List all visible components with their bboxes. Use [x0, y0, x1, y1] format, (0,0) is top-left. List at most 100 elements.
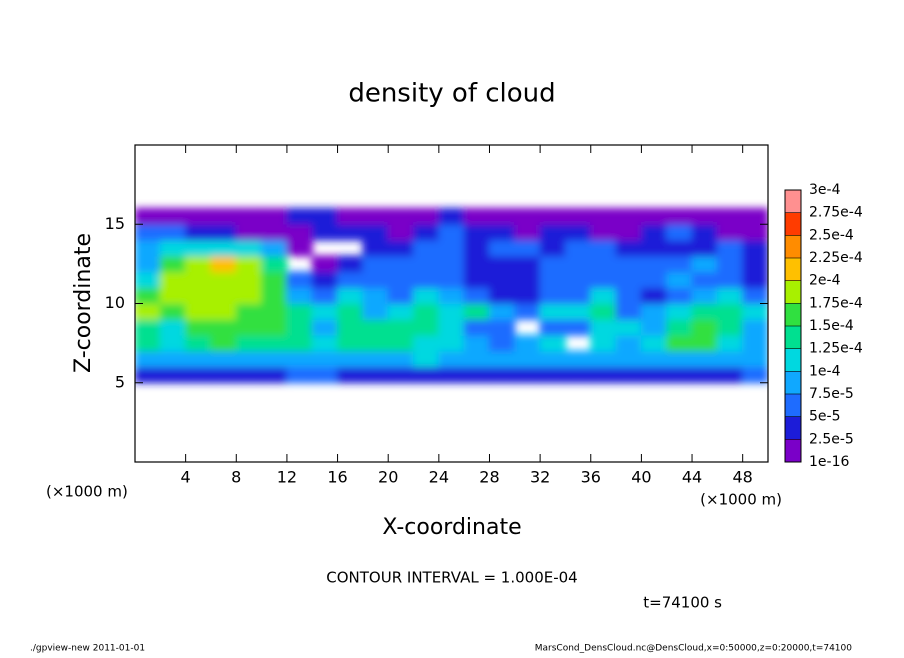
cell [463, 334, 490, 352]
cell [337, 255, 364, 273]
cell [210, 255, 237, 273]
cell [286, 207, 313, 225]
cell [488, 366, 516, 384]
cell [564, 255, 592, 273]
cell [286, 239, 313, 257]
cell [438, 366, 465, 384]
cell [539, 334, 566, 352]
cell [438, 334, 465, 352]
y-axis-label: Z-coordinate [71, 233, 96, 373]
cell [135, 334, 161, 352]
cell [564, 366, 592, 384]
cell [640, 303, 668, 320]
cell [387, 366, 415, 384]
cell [615, 207, 642, 225]
cell [235, 334, 263, 352]
cell [590, 207, 617, 225]
colorbar-label: 1e-16 [809, 454, 849, 470]
cell [413, 334, 440, 352]
cell [413, 239, 440, 257]
cell [387, 287, 415, 304]
colorbar-label: 3e-4 [809, 182, 841, 198]
cell [387, 318, 415, 336]
cell [564, 223, 592, 241]
colorbar-band [785, 303, 801, 326]
cell [742, 207, 768, 225]
cell [666, 318, 693, 336]
cell [539, 239, 566, 257]
cell [742, 334, 768, 352]
cell [413, 287, 440, 304]
cell [362, 239, 389, 257]
cell [185, 303, 212, 320]
cell [210, 207, 237, 225]
cell [514, 255, 541, 273]
cell [413, 255, 440, 273]
cell [210, 239, 237, 257]
cell [235, 350, 263, 368]
cell [311, 271, 339, 289]
x-tick-label: 32 [530, 468, 550, 487]
cell [286, 271, 313, 289]
cell [514, 207, 541, 225]
cell [640, 223, 668, 241]
cell [640, 334, 668, 352]
cell [539, 207, 566, 225]
cell [286, 223, 313, 241]
time-label: t=74100 s [643, 594, 722, 612]
cell [261, 334, 288, 352]
colorbar-band [785, 348, 801, 372]
cell [615, 366, 642, 384]
cell [691, 318, 718, 336]
cell [311, 318, 339, 336]
cell [261, 271, 288, 289]
cell [135, 239, 161, 257]
cell [286, 366, 313, 384]
cell [159, 318, 187, 336]
colorbar-band [785, 190, 801, 213]
x-tick-label: 20 [378, 468, 398, 487]
cell [261, 318, 288, 336]
cell [716, 287, 744, 304]
cell [590, 366, 617, 384]
cell [463, 318, 490, 336]
footer-left: ./gpview-new 2011-01-01 [30, 644, 145, 654]
cell [311, 223, 339, 241]
cell [438, 207, 465, 225]
cell [261, 223, 288, 241]
cell [185, 239, 212, 257]
field [135, 207, 768, 384]
cell [159, 271, 187, 289]
cell [387, 207, 415, 225]
cell [438, 287, 465, 304]
cell [640, 287, 668, 304]
cell [742, 366, 768, 384]
cell [337, 366, 364, 384]
cell [311, 366, 339, 384]
cell [362, 366, 389, 384]
x-tick-label: 36 [581, 468, 601, 487]
cell [514, 350, 541, 368]
cell [362, 303, 389, 320]
cell [514, 366, 541, 384]
cell [463, 255, 490, 273]
cell [362, 271, 389, 289]
cell [362, 334, 389, 352]
cell [261, 239, 288, 257]
cell [159, 366, 187, 384]
x-tick-label: 44 [682, 468, 702, 487]
cell [590, 255, 617, 273]
cell [210, 223, 237, 241]
colorbar-band [785, 439, 801, 462]
cell [159, 239, 187, 257]
cell [413, 303, 440, 320]
cell [210, 318, 237, 336]
cell [590, 334, 617, 352]
cell [135, 287, 161, 304]
cell [742, 318, 768, 336]
cell [135, 255, 161, 273]
cell [488, 223, 516, 241]
cell [413, 350, 440, 368]
colorbar-label: 1.5e-4 [809, 318, 854, 334]
x-tick-label: 40 [631, 468, 651, 487]
